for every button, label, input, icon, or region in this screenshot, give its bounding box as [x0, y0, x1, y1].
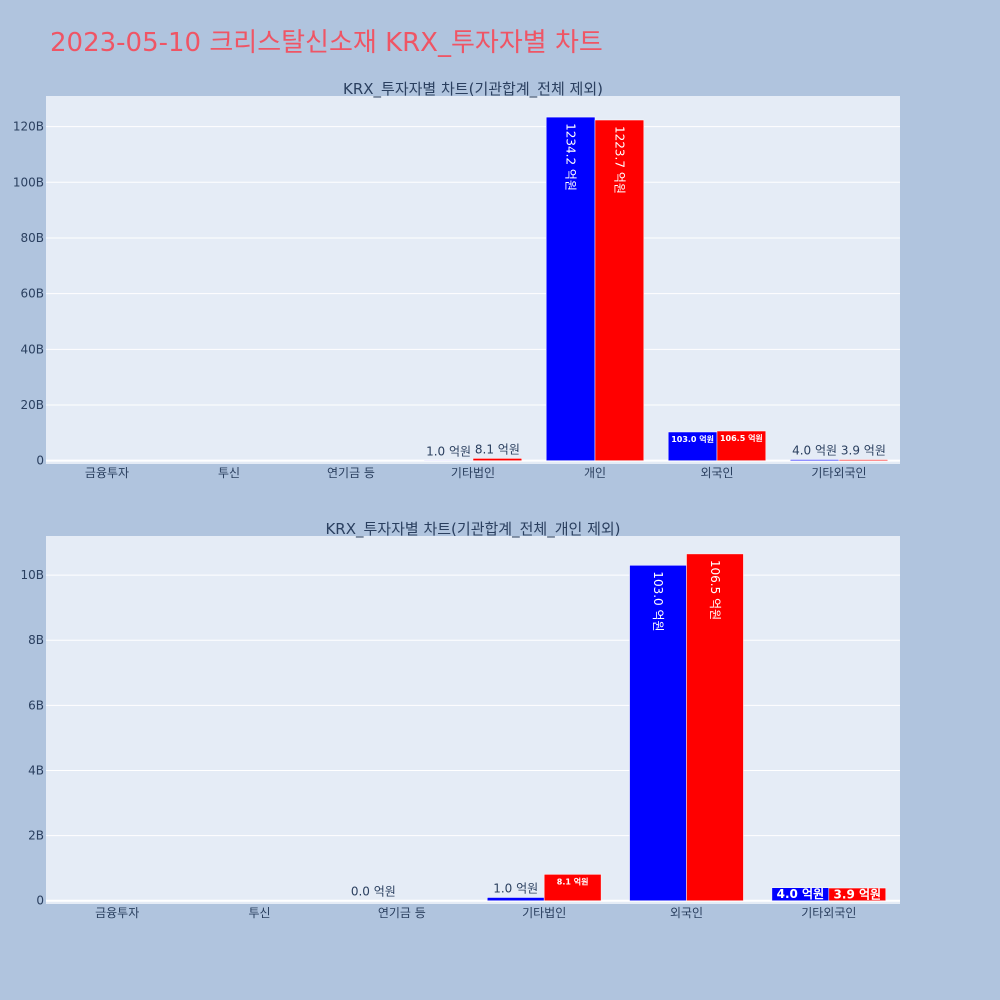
- bar: [486, 897, 545, 901]
- y-tick-label: 4B: [28, 763, 44, 777]
- y-tick-label: 6B: [28, 698, 44, 712]
- data-label: 1.0 억원: [426, 444, 471, 458]
- x-tick-label: 외국인: [670, 906, 703, 920]
- bar: [716, 430, 767, 461]
- y-tick-label: 40B: [20, 342, 44, 356]
- x-tick-label: 투신: [218, 466, 240, 480]
- y-tick-label: 60B: [20, 287, 44, 301]
- data-label: 4.0 억원: [792, 444, 837, 458]
- bar: [667, 431, 718, 461]
- bar: [594, 119, 645, 461]
- bar: [545, 116, 596, 461]
- data-label: 0.0 억원: [351, 885, 396, 899]
- x-tick-label: 금융투자: [85, 466, 129, 480]
- data-label: 3.9 억원: [841, 444, 886, 458]
- y-tick-label: 10B: [20, 568, 44, 582]
- plot-area-2: [46, 536, 900, 904]
- data-label: 1.0 억원: [493, 881, 538, 895]
- x-tick-label: 연기금 등: [378, 906, 426, 920]
- bar: [686, 553, 744, 901]
- y-tick-label: 120B: [13, 120, 44, 134]
- y-tick-label: 20B: [20, 398, 44, 412]
- x-tick-label: 금융투자: [95, 906, 139, 920]
- y-tick-label: 80B: [20, 231, 44, 245]
- x-tick-label: 투신: [248, 906, 270, 920]
- y-tick-label: 8B: [28, 633, 44, 647]
- data-label: 8.1 억원: [557, 876, 589, 886]
- data-label: 1234.2 억원: [564, 123, 578, 191]
- x-tick-label: 기타외국인: [801, 906, 856, 920]
- bar: [629, 565, 687, 901]
- data-label: 1223.7 억원: [612, 126, 626, 194]
- data-label: 103.0 억원: [671, 434, 714, 444]
- x-tick-label: 기타외국인: [811, 466, 866, 480]
- chart-title: KRX_투자자별 차트(기관합계_전체_개인 제외): [325, 520, 620, 539]
- page-title: 2023-05-10 크리스탈신소재 KRX_투자자별 차트: [50, 28, 603, 58]
- x-tick-label: 기타법인: [522, 906, 566, 920]
- y-tick-label: 0: [36, 454, 44, 468]
- bar: [828, 887, 887, 901]
- bar: [543, 874, 602, 901]
- data-label: 4.0 억원: [777, 887, 825, 901]
- x-tick-label: 기타법인: [451, 466, 495, 480]
- data-label: 106.5 억원: [720, 433, 763, 443]
- y-tick-label: 2B: [28, 829, 44, 843]
- y-tick-label: 100B: [13, 175, 44, 189]
- x-tick-label: 연기금 등: [327, 466, 375, 480]
- bar: [472, 458, 523, 461]
- bar: [838, 459, 889, 461]
- x-tick-label: 외국인: [700, 466, 733, 480]
- data-label: 3.9 억원: [834, 887, 882, 901]
- plot-area-1: [46, 96, 900, 464]
- data-label: 8.1 억원: [475, 442, 520, 456]
- data-label: 106.5 억원: [708, 560, 722, 620]
- chart-title: KRX_투자자별 차트(기관합계_전체 제외): [343, 80, 603, 99]
- y-tick-label: 0: [36, 894, 44, 908]
- bar: [789, 459, 840, 461]
- x-tick-label: 개인: [584, 466, 606, 480]
- data-label: 103.0 억원: [651, 571, 665, 631]
